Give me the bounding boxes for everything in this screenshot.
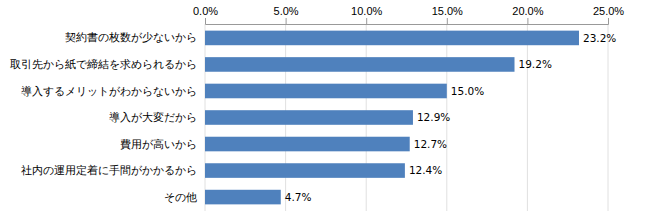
data-label: 12.4% (409, 164, 442, 176)
y-tick: 導入するメリットがわからないから (21, 84, 197, 97)
y-tick-label: 社内の運用定着に手間がかかるから (21, 164, 197, 176)
bar (205, 84, 447, 99)
bar (205, 31, 579, 46)
data-label: 4.7% (285, 191, 312, 203)
y-tick-label: その他 (164, 191, 197, 203)
x-tick: 15.0% (432, 5, 463, 24)
chart: 0.0% 5.0% 10.0% 15.0% 20.0% 25.0% 契約書の枚数が少ないから… (0, 0, 650, 217)
x-axis-line (206, 18, 609, 25)
y-tick: 費用が高いから (120, 138, 197, 150)
y-tick: 契約書の枚数が少ないから (65, 31, 197, 43)
y-tick-label: 費用が高いから (120, 138, 197, 150)
bar (205, 137, 410, 152)
data-label: 15.0% (451, 85, 484, 97)
x-tick: 5.0% (274, 5, 299, 24)
y-tick: 導入が大変だから (109, 111, 197, 123)
x-tick-mark (447, 18, 448, 24)
x-tick: 20.0% (512, 5, 543, 24)
bars (205, 31, 579, 205)
y-tick-label: 契約書の枚数が少ないから (65, 31, 197, 43)
x-tick-label: 25.0% (593, 5, 624, 17)
y-tick: 取引先から紙で締結を求められるから (10, 58, 197, 70)
bar (205, 57, 515, 72)
x-tick: 0.0% (193, 5, 218, 24)
x-tick-mark (205, 18, 206, 24)
x-tick-label: 10.0% (351, 5, 382, 17)
bar (205, 110, 413, 125)
x-tick: 10.0% (351, 5, 382, 24)
grid-line (527, 24, 528, 211)
bar (205, 190, 281, 205)
plot: 0.0% 5.0% 10.0% 15.0% 20.0% 25.0% 契約書の枚数が少ないから… (10, 5, 624, 211)
x-tick-label: 20.0% (512, 5, 543, 17)
y-axis: 契約書の枚数が少ないから取引先から紙で締結を求められるから導入するメリットがわか… (10, 31, 197, 202)
bar (205, 163, 405, 178)
y-tick-label: 導入するメリットがわからないから (21, 84, 197, 97)
x-tick-mark (366, 18, 367, 24)
x-tick-mark (608, 18, 609, 24)
data-label: 23.2% (583, 32, 616, 44)
data-labels: 23.2% 19.2% 15.0% 12.9% 12.7% 12.4% 4.7% (285, 32, 617, 203)
x-tick-label: 5.0% (274, 5, 299, 17)
y-tick-label: 導入が大変だから (109, 111, 197, 123)
data-label: 12.9% (417, 111, 450, 123)
data-label: 19.2% (519, 58, 552, 70)
y-tick: 社内の運用定着に手間がかかるから (21, 164, 197, 176)
x-tick-label: 15.0% (432, 5, 463, 17)
y-tick-label: 取引先から紙で締結を求められるから (10, 58, 197, 70)
y-tick: その他 (164, 191, 197, 203)
data-label: 12.7% (414, 138, 447, 150)
x-tick-mark (286, 18, 287, 24)
x-tick-label: 0.0% (193, 5, 218, 17)
grid-line (608, 24, 609, 211)
grid (205, 24, 608, 211)
x-tick: 25.0% (593, 5, 624, 24)
x-axis: 0.0% 5.0% 10.0% 15.0% 20.0% 25.0% (193, 5, 624, 25)
x-tick-mark (527, 18, 528, 24)
